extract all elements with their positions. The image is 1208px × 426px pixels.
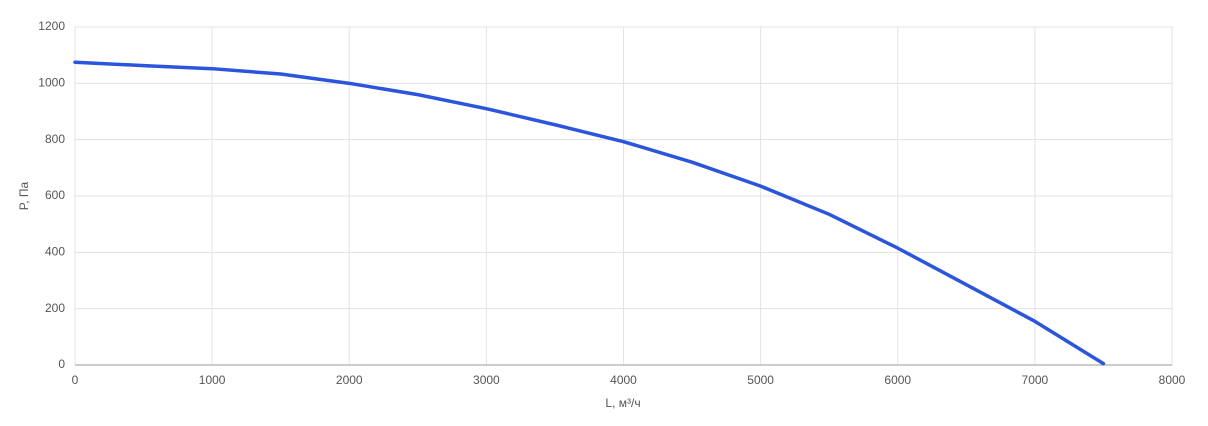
x-tick-label: 4000 <box>610 373 637 387</box>
x-tick-label: 0 <box>72 373 79 387</box>
y-tick-label: 1000 <box>38 76 65 90</box>
y-tick-label: 200 <box>45 301 65 315</box>
y-tick-label: 400 <box>45 245 65 259</box>
y-tick-label: 800 <box>45 132 65 146</box>
y-tick-label: 1200 <box>38 19 65 33</box>
x-tick-label: 1000 <box>199 373 226 387</box>
x-tick-label: 5000 <box>747 373 774 387</box>
y-tick-label: 600 <box>45 188 65 202</box>
y-axis-title: P, Па <box>17 181 31 210</box>
x-tick-label: 3000 <box>473 373 500 387</box>
x-axis-title: L, м³/ч <box>605 396 640 410</box>
y-tick-label: 0 <box>58 357 65 371</box>
x-tick-label: 8000 <box>1159 373 1186 387</box>
data-line <box>73 60 1106 366</box>
x-tick-label: 7000 <box>1022 373 1049 387</box>
x-tick-label: 2000 <box>336 373 363 387</box>
x-tick-label: 6000 <box>884 373 911 387</box>
